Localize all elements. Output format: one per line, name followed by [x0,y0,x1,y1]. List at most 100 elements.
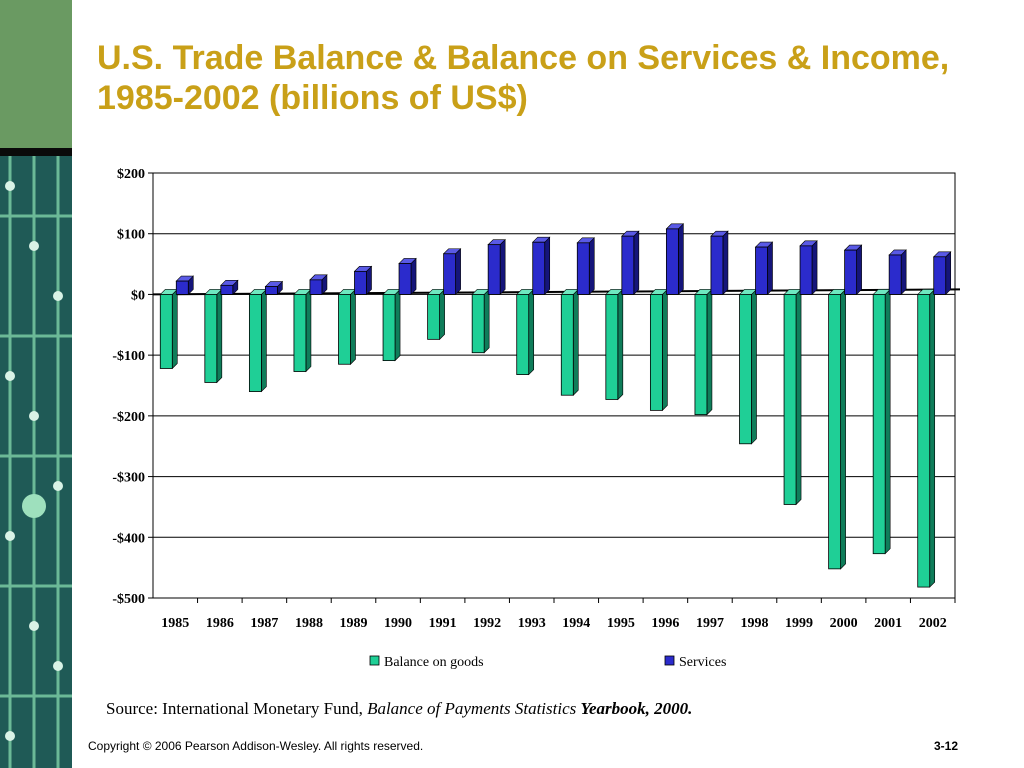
bar-services [576,242,590,295]
bar-balance-on-goods [382,294,396,362]
y-tick-label: -$100 [112,349,145,364]
bar-services [309,279,323,295]
x-tick-label: 1985 [161,616,189,631]
y-tick-label: $200 [117,167,145,182]
legend-label-services: Services [679,655,726,670]
bar-side-services [767,241,773,296]
bar-balance-on-goods [649,294,663,411]
y-tick-label: $0 [131,288,145,303]
bar-balance-on-goods [471,294,485,354]
bar-side-balance-on-goods [840,288,846,570]
decorative-sidebar [0,0,72,768]
y-tick-label: -$400 [112,531,145,546]
source-prefix: Source: International Monetary Fund, [106,699,368,718]
bar-side-balance-on-goods [171,288,178,370]
bar-services [888,254,902,295]
bar-side-balance-on-goods [350,288,356,365]
source-publication: Balance of Payments Statistics [367,699,581,718]
bar-side-balance-on-goods [483,288,490,354]
bar-services [264,286,278,295]
bar-services [933,256,947,295]
circuit-board-image [0,156,72,768]
bar-side-balance-on-goods [394,288,401,362]
bar-services [532,241,546,295]
bar-services [443,253,457,295]
x-tick-label: 2002 [919,616,947,631]
bar-balance-on-goods [516,294,530,375]
x-tick-label: 1992 [473,616,501,631]
bar-balance-on-goods [204,294,218,383]
sidebar-green-block [0,0,72,148]
bar-balance-on-goods [338,294,351,365]
source-period: . [688,699,693,718]
x-tick-label: 1991 [429,616,457,631]
y-tick-label: -$200 [112,410,145,425]
plot-area [152,172,956,599]
circuit-board-pattern [0,156,72,768]
bar-services [844,249,858,295]
bar-services [398,263,412,295]
bar-balance-on-goods [872,294,886,555]
bar-side-services [455,248,461,296]
bar-balance-on-goods [828,294,842,570]
x-tick-label: 1997 [696,616,724,631]
bar-side-balance-on-goods [439,288,445,341]
bar-side-balance-on-goods [572,288,579,396]
source-note: Source: International Monetary Fund, Bal… [106,699,692,719]
bar-side-balance-on-goods [662,288,668,412]
source-yearbook: Yearbook, 2000 [580,699,689,718]
x-tick-label: 1986 [206,616,234,631]
bar-side-balance-on-goods [929,288,936,588]
bar-balance-on-goods [248,294,262,392]
bar-side-services [678,223,684,296]
bar-side-services [588,237,595,296]
legend-swatch-balance-on-goods [369,655,380,666]
bar-side-services [722,230,729,296]
bar-side-services [633,230,640,296]
copyright-text: Copyright © 2006 Pearson Addison-Wesley.… [88,739,424,753]
bar-services [710,235,724,295]
x-tick-label: 1993 [518,616,546,631]
bar-balance-on-goods [427,294,441,340]
bar-side-services [856,244,862,296]
bar-side-services [900,249,907,296]
y-tick-label: -$500 [112,592,145,607]
bar-services [487,244,501,295]
bar-side-balance-on-goods [305,288,312,373]
y-tick-label: $100 [117,228,145,243]
bar-balance-on-goods [560,294,574,396]
bar-side-balance-on-goods [884,288,891,555]
bar-side-services [544,236,551,296]
bar-side-balance-on-goods [261,288,267,393]
bar-side-balance-on-goods [216,288,223,384]
bar-services [354,270,367,295]
bar-side-balance-on-goods [795,288,802,506]
bar-services [665,228,679,295]
sidebar-divider-line [0,148,72,156]
bar-services [799,245,813,295]
x-tick-label: 1987 [250,616,278,631]
x-tick-label: 1988 [295,616,323,631]
y-tick-label: -$300 [112,471,145,486]
zero-line [152,288,961,296]
x-tick-label: 1999 [785,616,813,631]
bar-services [220,284,234,295]
bar-services [175,280,189,295]
x-tick-label: 1989 [340,616,368,631]
legend-label-balance-on-goods: Balance on goods [384,655,484,670]
bar-side-services [499,238,506,296]
bar-side-services [945,251,952,296]
bar-services [621,235,635,295]
bar-balance-on-goods [159,294,173,369]
bar-balance-on-goods [293,294,307,372]
page-number: 3-12 [934,739,959,753]
x-tick-label: 1996 [651,616,679,631]
bar-balance-on-goods [739,294,752,445]
bar-side-services [811,240,818,296]
x-tick-label: 2000 [830,616,858,631]
x-tick-label: 2001 [874,616,902,631]
x-tick-label: 1994 [562,616,590,631]
trade-balance-chart: $200 $100 $0 -$100 -$200 -$300 -$400 -$500 1985 1… [112,167,961,670]
x-tick-label: 1995 [607,616,635,631]
bar-side-services [410,257,417,296]
